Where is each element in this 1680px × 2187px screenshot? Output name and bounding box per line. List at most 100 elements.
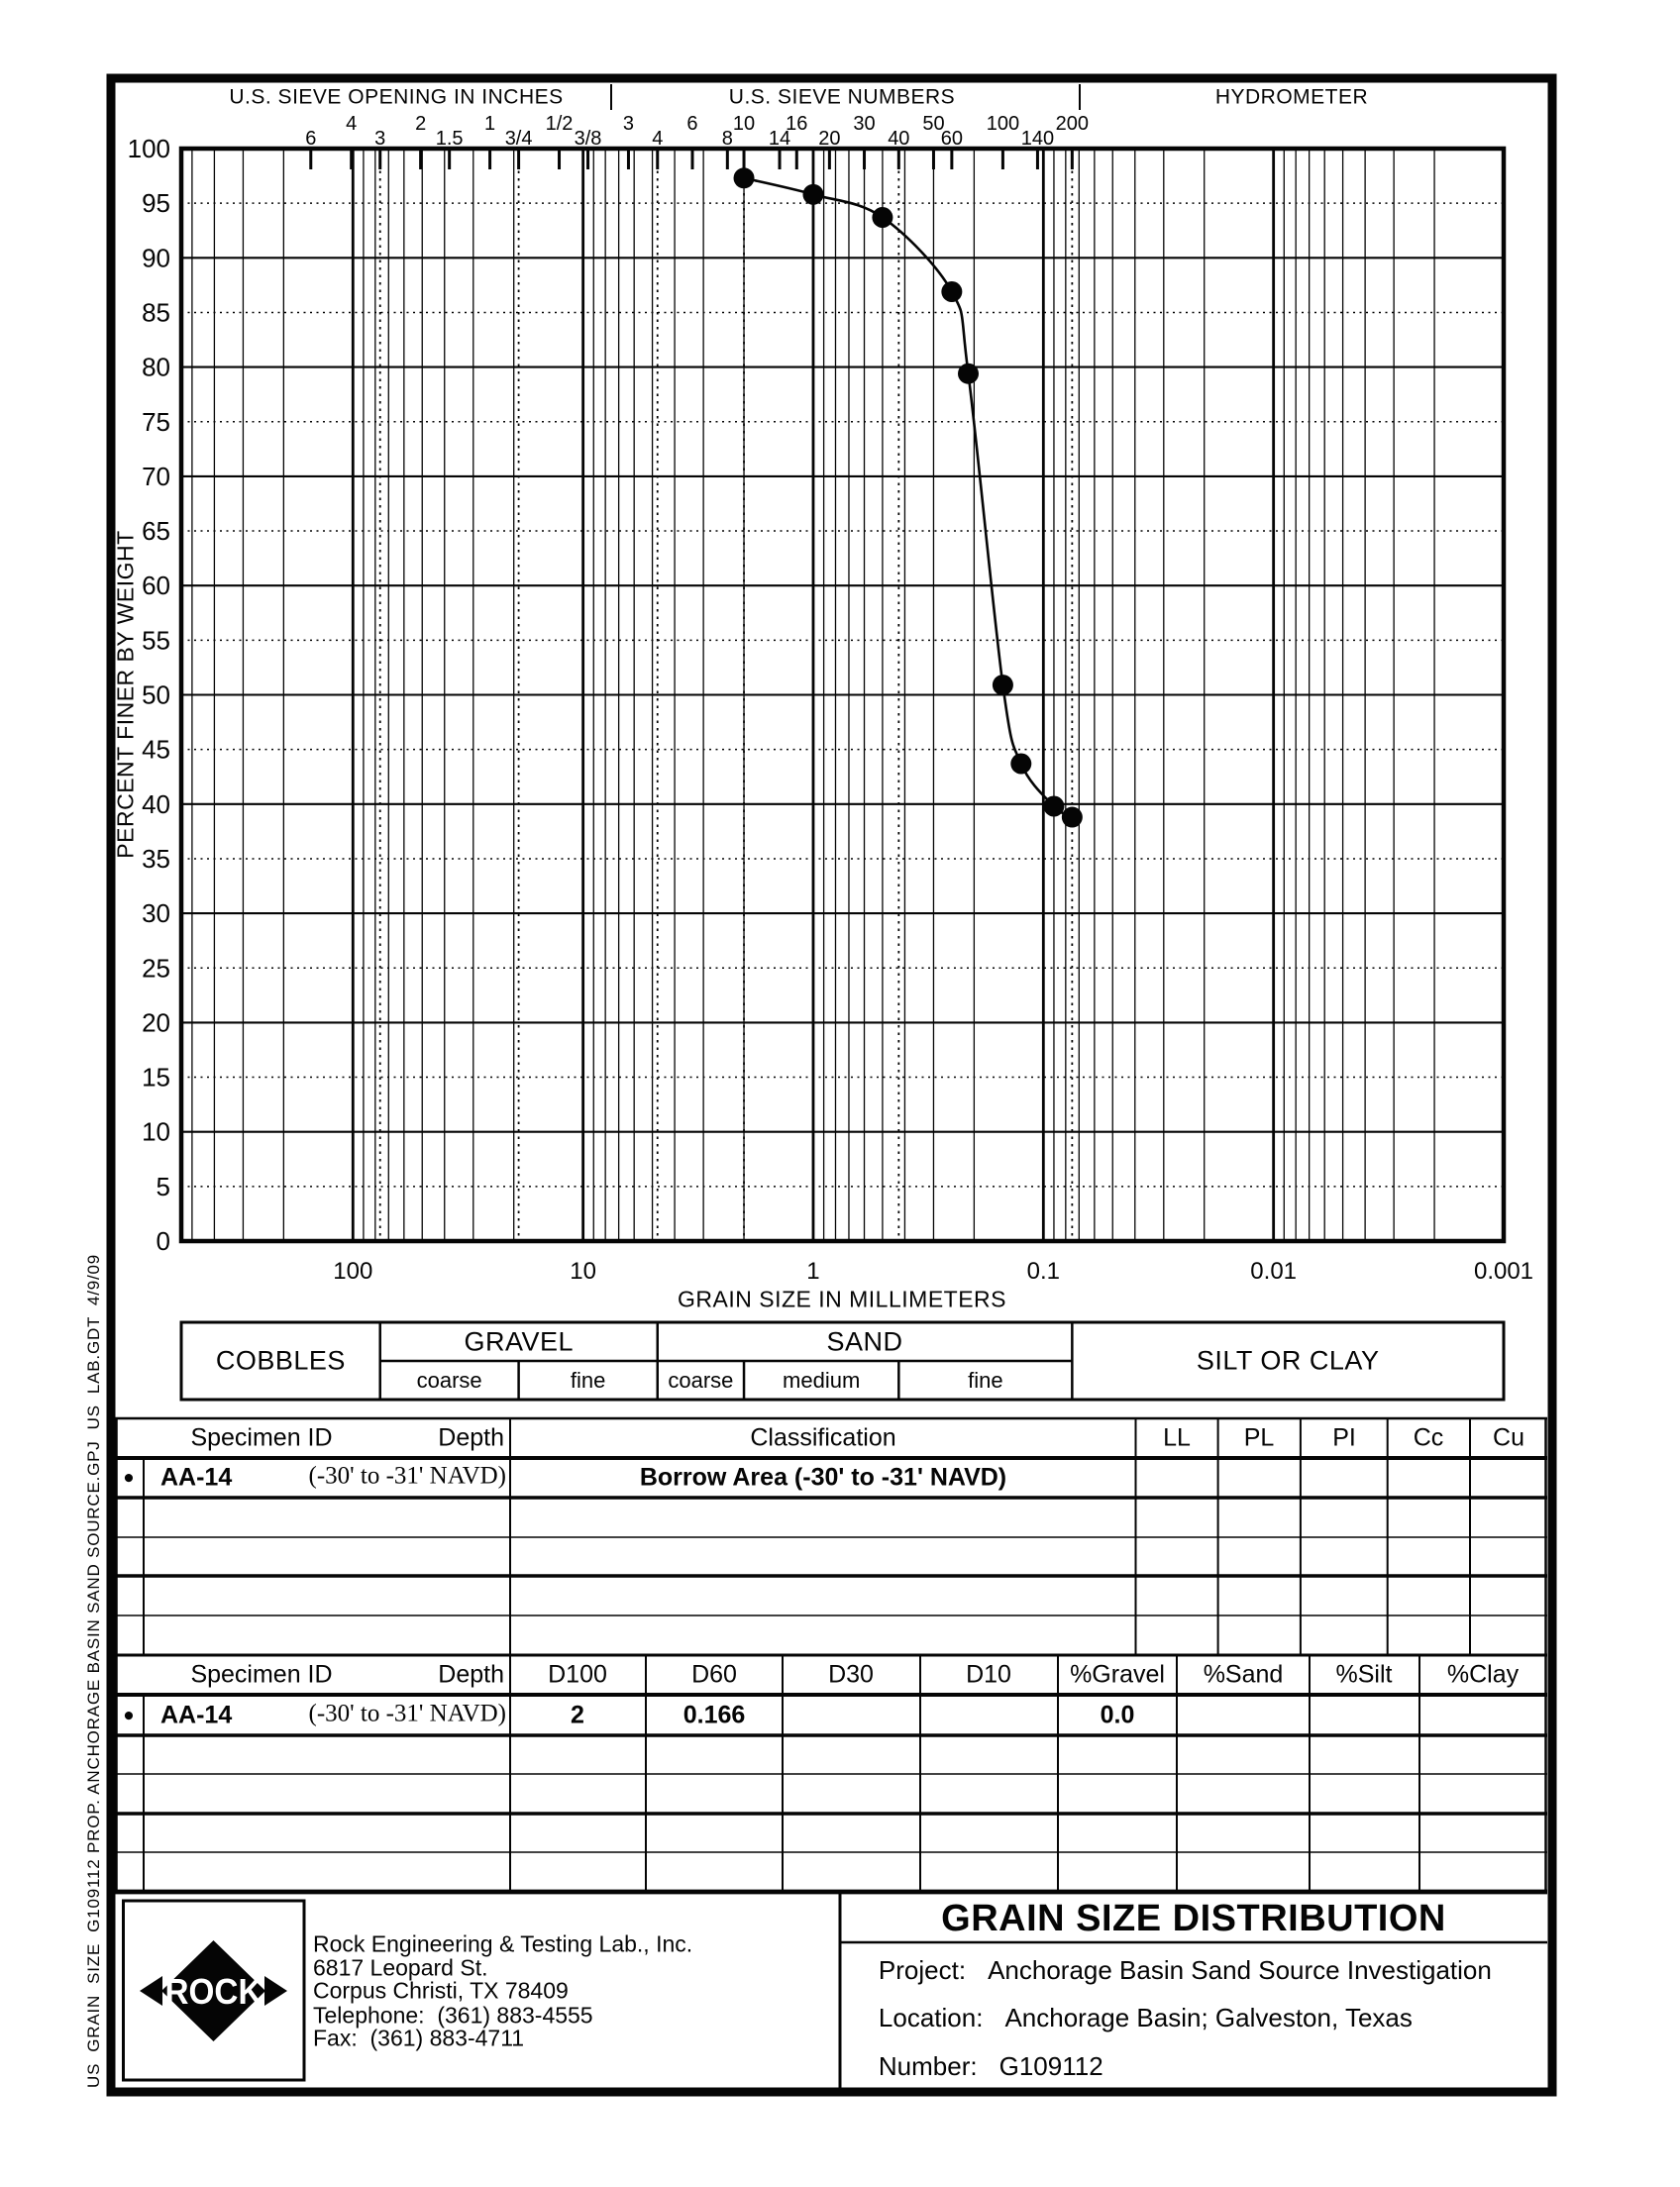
band-label-gravel: GRAVEL [464,1326,575,1356]
rock-logo-shape [161,1940,265,2041]
sieve-label: 1.5 [436,128,464,150]
y-tick-label: 50 [142,680,170,710]
sieve-label: 4 [652,128,663,150]
y-tick-label: 30 [142,898,170,928]
data-point [957,363,979,384]
sieve-label: 200 [1056,113,1089,135]
spec-row-classification: Borrow Area (-30' to -31' NAVD) [639,1463,1007,1492]
sieve-label: 14 [769,128,790,150]
spec-row-depth: (-30' to -31' NAVD) [308,1462,507,1490]
sieve-label: 30 [853,113,875,135]
x-tick-label: 0.001 [1474,1258,1533,1285]
data-point [802,183,824,205]
location-label: Location: [878,2003,984,2032]
axis-header-sieve-inches: U.S. SIEVE OPENING IN INCHES [229,85,564,109]
spec-row-specimen-id: AA-14 [160,1463,233,1492]
y-tick-label: 65 [142,516,170,546]
size-table-header-d10: D10 [966,1660,1011,1689]
sieve-label: 3 [623,113,634,135]
x-tick-label: 100 [333,1258,372,1285]
sieve-label: 3/8 [575,128,602,150]
y-tick-label: 95 [142,188,170,218]
sieve-label: 1 [484,113,495,135]
axis-header-sieve-numbers: U.S. SIEVE NUMBERS [728,85,956,109]
company-name: Rock Engineering & Testing Lab., Inc. [313,1930,693,1957]
x-tick-label: 0.1 [1027,1258,1060,1285]
x-tick-label: 10 [570,1258,596,1285]
data-point [872,206,893,228]
spec-table-header-pl: PL [1243,1423,1275,1452]
rock-logo-shape [140,1976,162,2006]
y-tick-label: 55 [142,625,170,655]
y-tick-label: 25 [142,953,170,983]
size-table-header-specimen-id: Specimen ID [190,1660,333,1689]
band-label-gravel-fine: fine [570,1367,606,1393]
grid-horizontal-lines [181,202,1504,1188]
spec-table-header-cc: Cc [1413,1423,1444,1452]
size-row-d60: 0.166 [682,1701,746,1729]
number-field: Number: G109112 [850,2028,1103,2105]
sheet-border [106,73,1557,2097]
x-tick-label: 0.01 [1250,1258,1297,1285]
band-label-silt-or-clay: SILT OR CLAY [1196,1345,1380,1376]
band-label-cobbles: COBBLES [215,1345,346,1376]
size-table-header--gravel: %Gravel [1070,1660,1165,1689]
size-table-header-depth: Depth [438,1660,504,1689]
classification-band [179,1320,1506,1402]
band-label-gravel-coarse: coarse [416,1367,482,1393]
data-point [733,167,755,189]
size-table-header-d60: D60 [691,1660,737,1689]
sieve-label: 6 [305,128,316,150]
y-axis-tick-labels: 0 5 10 15 20 25 30 35 40 45 50 55 60 65 70 75 80 85 90 95 10… [128,134,170,1256]
sieve-label: 8 [722,128,733,150]
x-tick-label: 1 [806,1258,819,1285]
size-table-header-d100: D100 [548,1660,607,1689]
y-tick-label: 70 [142,462,170,491]
sieve-label: 60 [941,128,963,150]
size-table-header-d30: D30 [828,1660,874,1689]
y-tick-label: 60 [142,571,170,600]
sieve-label: 1/2 [546,113,574,135]
x-axis-title: GRAIN SIZE IN MILLIMETERS [678,1286,1006,1312]
band-label-sand: SAND [826,1326,903,1356]
sieve-label: 100 [987,113,1019,135]
size-table-lines [115,1653,1547,1895]
company-fax: Fax: (361) 883-4711 [313,2025,525,2051]
axis-header-separator [1079,84,1081,110]
y-tick-label: 5 [157,1172,170,1201]
number-value: G109112 [998,2051,1103,2081]
data-point-markers [733,167,1083,828]
data-point [941,280,963,302]
y-tick-label: 20 [142,1007,170,1037]
size-row-symbol: ● [123,1705,135,1726]
location-value: Anchorage Basin; Galveston, Texas [1004,2003,1413,2032]
spec-table-header-depth: Depth [438,1423,504,1452]
data-point [1061,806,1083,828]
x-axis-tick-labels: 100 10 1 0.1 0.01 0.001 [333,1258,1533,1285]
sieve-label: 3/4 [505,128,533,150]
spec-table-header-pi: PI [1332,1423,1356,1452]
y-tick-label: 40 [142,789,170,819]
size-table-header--clay: %Clay [1446,1660,1520,1689]
spec-table-header-cu: Cu [1493,1423,1524,1452]
axis-header-separator [610,84,612,110]
sieve-size-labels: 64321.513/41/23/834681014162030405060100… [305,113,1089,150]
sieve-label: 2 [415,113,426,135]
sieve-label: 140 [1021,128,1054,150]
size-table-header--silt: %Silt [1335,1660,1393,1689]
report-title: GRAIN SIZE DISTRIBUTION [941,1898,1446,1939]
size-row-specimen-id: AA-14 [160,1701,233,1729]
y-tick-label: 45 [142,735,170,765]
y-axis-title: PERCENT FINER BY WEIGHT [112,530,139,859]
y-tick-label: 35 [142,844,170,874]
size-row-d100: 2 [571,1701,584,1729]
size-row-pct-gravel: 0.0 [1100,1701,1135,1729]
band-label-sand-medium: medium [783,1367,861,1393]
band-label-sand-fine: fine [968,1367,1003,1393]
size-table-header--sand: %Sand [1203,1660,1284,1689]
sieve-tick-marks [309,149,1074,169]
spec-table-header-classification: Classification [750,1423,896,1452]
spec-table-header-ll: LL [1163,1423,1191,1452]
data-point [992,675,1013,696]
